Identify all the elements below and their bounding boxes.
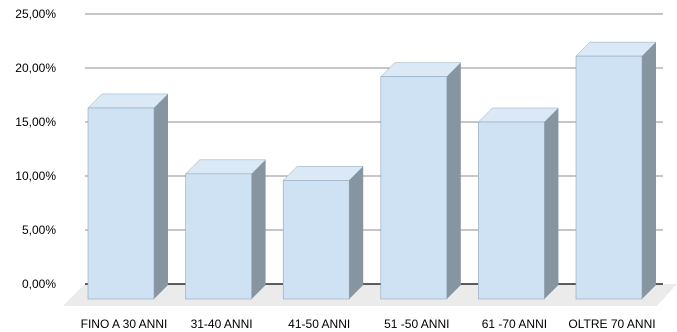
x-category-label: 41-50 ANNI: [288, 317, 350, 331]
x-category-label: FINO A 30 ANNI: [81, 317, 168, 331]
y-tick-label: 15,00%: [15, 115, 56, 129]
y-tick-label: 5,00%: [22, 223, 56, 237]
y-tick-label: 20,00%: [15, 61, 56, 75]
gridlines: [85, 13, 663, 285]
bar-front-face: [87, 107, 155, 300]
bar-side-face: [251, 159, 266, 299]
x-category-label: 31-40 ANNI: [191, 317, 253, 331]
bar: [477, 107, 560, 300]
bar-side-face: [154, 93, 168, 300]
y-tick-label: 10,00%: [15, 169, 56, 183]
y-tick-label: 0,00%: [22, 277, 56, 291]
bar: [380, 62, 462, 300]
bar-top-face: [575, 41, 657, 57]
bar-side-face: [446, 62, 461, 299]
x-axis-category-labels: FINO A 30 ANNI 31-40 ANNI 41-50 ANNI 51 -50…: [81, 317, 656, 331]
bar: [87, 93, 169, 300]
bar-side-face: [349, 166, 364, 299]
y-axis-tick-labels: 0,00% 5,00% 10,00% 15,00% 20,00% 25,00%: [15, 7, 56, 291]
x-category-label: 61 -70 ANNI: [482, 317, 547, 331]
bar-front-face: [185, 173, 252, 300]
bar-top-face: [184, 159, 267, 175]
x-category-label: OLTRE 70 ANNI: [568, 317, 655, 331]
bar-top-face: [87, 93, 169, 109]
bar-front-face: [380, 76, 448, 300]
bar-top-face: [477, 107, 560, 123]
bars: [87, 41, 657, 300]
bar-front-face: [575, 55, 643, 300]
bar-side-face: [642, 42, 656, 300]
bar-top-face: [380, 62, 462, 77]
x-category-label: 51 -50 ANNI: [384, 317, 449, 331]
bar-front-face: [282, 180, 350, 300]
bar: [575, 41, 657, 300]
bar: [184, 159, 267, 300]
bar-front-face: [478, 121, 545, 300]
bar: [282, 166, 364, 300]
bar-side-face: [544, 108, 559, 299]
bar-top-face: [282, 166, 364, 181]
y-tick-label: 25,00%: [15, 7, 56, 21]
